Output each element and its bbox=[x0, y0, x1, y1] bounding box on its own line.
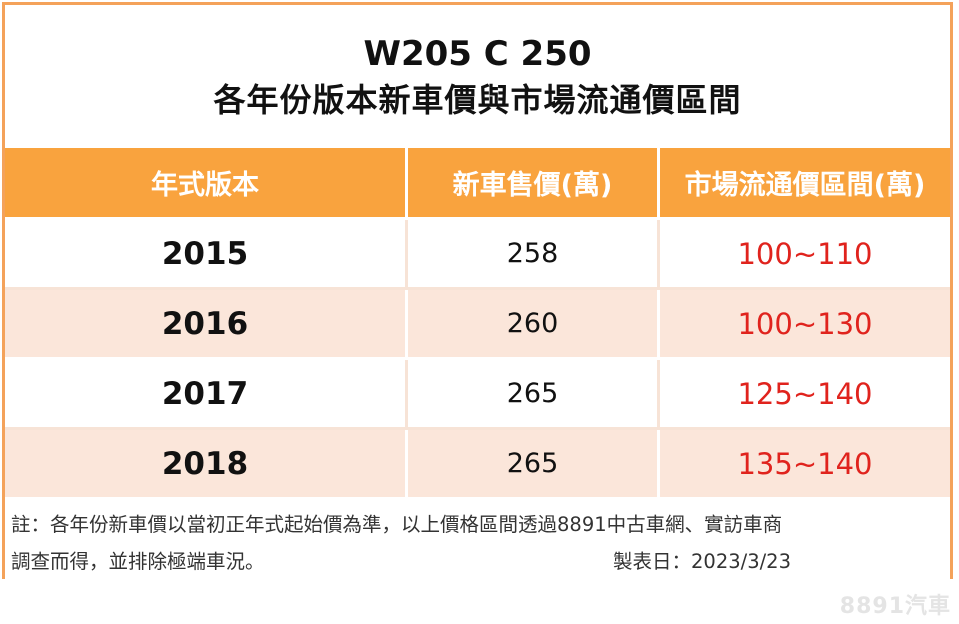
new-price-cell: 265 bbox=[506, 378, 559, 409]
header-new-price: 新車售價(萬) bbox=[408, 148, 660, 220]
title-model: W205 C 250 bbox=[363, 33, 592, 74]
brand-watermark: 8891汽車 bbox=[839, 594, 951, 619]
market-range-cell: 125~140 bbox=[737, 376, 873, 411]
footnote-line-1: 註：各年份新車價以當初正年式起始價為準，以上價格區間透過8891中古車網、實訪車… bbox=[11, 513, 783, 536]
year-cell: 2018 bbox=[161, 445, 249, 482]
table-header-row: 年式版本 新車售價(萬) 市場流通價區間(萬) bbox=[5, 148, 950, 220]
footnote: 註：各年份新車價以當初正年式起始價為準，以上價格區間透過8891中古車網、實訪車… bbox=[5, 498, 950, 582]
table-row: 2018 265 135~140 bbox=[5, 430, 950, 500]
header-year-version: 年式版本 bbox=[5, 148, 408, 220]
table-date: 製表日：2023/3/23 bbox=[613, 550, 791, 573]
year-cell: 2016 bbox=[161, 305, 249, 342]
table-row: 2016 260 100~130 bbox=[5, 290, 950, 360]
new-price-cell: 258 bbox=[506, 238, 559, 269]
footnote-line-2: 調查而得，並排除極端車況。 bbox=[11, 550, 265, 573]
market-range-cell: 100~130 bbox=[737, 306, 873, 341]
new-price-cell: 265 bbox=[506, 448, 559, 479]
table-row: 2017 265 125~140 bbox=[5, 360, 950, 430]
market-range-cell: 135~140 bbox=[737, 446, 873, 481]
table-card: W205 C 250 各年份版本新車價與市場流通價區間 年式版本 新車售價(萬)… bbox=[2, 2, 953, 582]
table-row: 2015 258 100~110 bbox=[5, 220, 950, 290]
title-subtitle: 各年份版本新車價與市場流通價區間 bbox=[213, 80, 742, 119]
title-block: W205 C 250 各年份版本新車價與市場流通價區間 bbox=[5, 5, 950, 148]
price-table: 年式版本 新車售價(萬) 市場流通價區間(萬) 2015 258 100~110… bbox=[5, 148, 950, 500]
market-range-cell: 100~110 bbox=[737, 236, 873, 271]
year-cell: 2017 bbox=[161, 375, 249, 412]
header-market-range: 市場流通價區間(萬) bbox=[660, 148, 950, 220]
year-cell: 2015 bbox=[161, 235, 249, 272]
new-price-cell: 260 bbox=[506, 308, 559, 339]
